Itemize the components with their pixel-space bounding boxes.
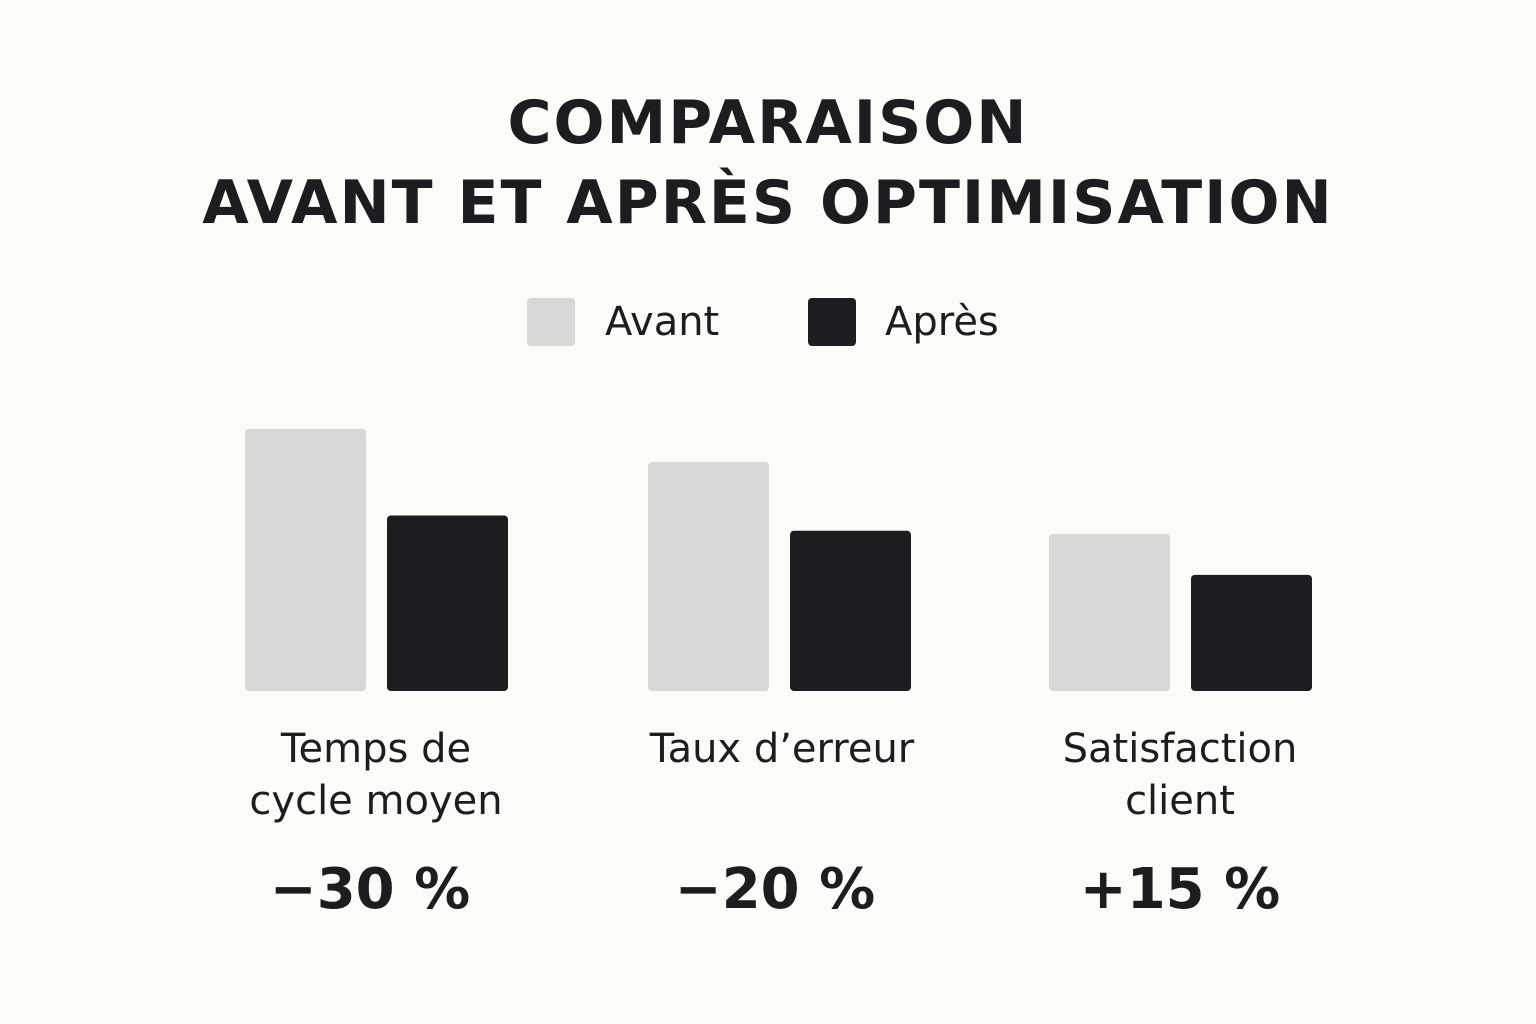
bar-avant-satisfaction — [1049, 534, 1170, 691]
bar-apres-satisfaction — [1191, 574, 1312, 691]
category-label-error-rate: Taux d’erreur — [649, 726, 915, 772]
legend-label-apres: Après — [885, 299, 999, 345]
change-value-error-rate: −20 % — [674, 857, 876, 922]
change-value-satisfaction: +15 % — [1079, 857, 1281, 922]
category-label-satisfaction: Satisfaction client — [1062, 726, 1298, 824]
legend-label-avant: Avant — [605, 299, 720, 345]
bar-avant-error-rate — [648, 462, 769, 691]
category-label-cycle-time: Temps de cycle moyen — [249, 726, 503, 824]
bar-avant-cycle-time — [245, 429, 366, 691]
legend-swatch-apres — [808, 298, 856, 346]
bar-apres-cycle-time — [387, 515, 508, 691]
chart-title-line-2: AVANT ET APRÈS OPTIMISATION — [202, 168, 1334, 238]
legend-swatch-avant — [527, 298, 575, 346]
chart-title-line-1: COMPARAISON — [507, 88, 1029, 158]
change-value-cycle-time: −30 % — [269, 857, 471, 922]
bar-apres-error-rate — [790, 530, 911, 691]
